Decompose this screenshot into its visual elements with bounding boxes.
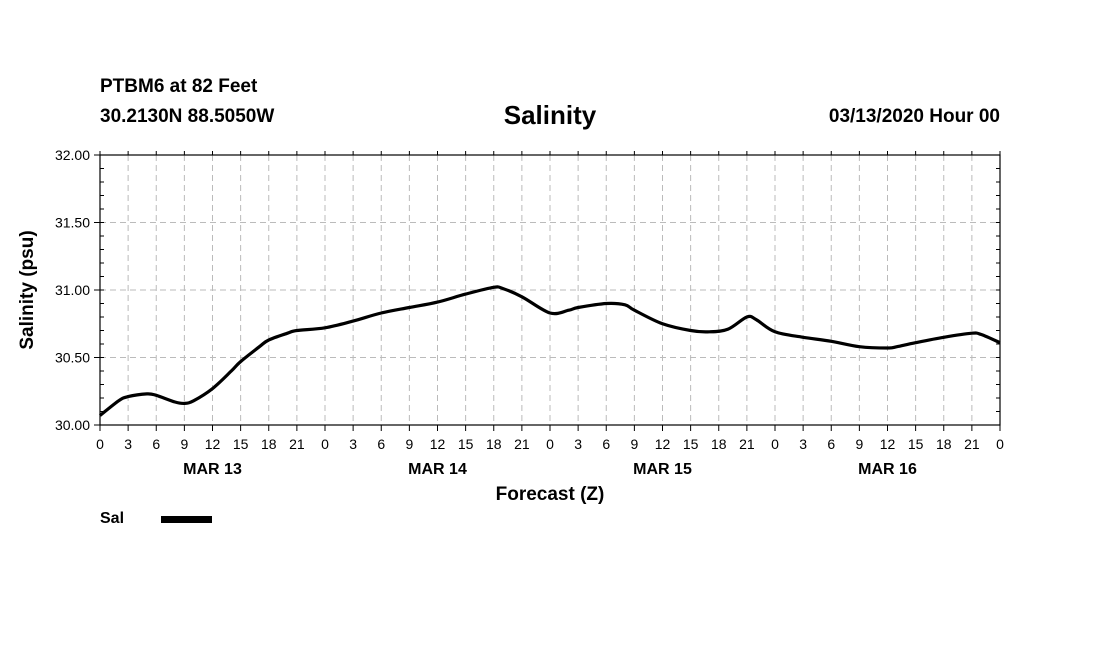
x-tick-label: 3 xyxy=(574,436,582,452)
x-tick-label: 0 xyxy=(546,436,554,452)
x-tick-label: 9 xyxy=(180,436,188,452)
axis-ticks xyxy=(94,151,1000,431)
x-tick-label: 21 xyxy=(514,436,530,452)
grid xyxy=(100,155,1000,425)
x-tick-label: 0 xyxy=(96,436,104,452)
x-tick-label: 15 xyxy=(683,436,699,452)
day-label: MAR 16 xyxy=(858,461,917,478)
x-tick-label: 6 xyxy=(377,436,385,452)
x-tick-label: 12 xyxy=(880,436,896,452)
x-tick-label: 3 xyxy=(799,436,807,452)
x-tick-label: 0 xyxy=(996,436,1004,452)
x-tick-label: 18 xyxy=(711,436,727,452)
x-tick-label: 12 xyxy=(655,436,671,452)
y-tick-label: 30.50 xyxy=(55,350,90,366)
x-tick-label: 3 xyxy=(124,436,132,452)
x-tick-label: 6 xyxy=(602,436,610,452)
axis-labels: 30.00 30.50 31.00 31.50 32.00 0 3 6 9 12 15 18 21 0 3 6… xyxy=(55,147,1004,478)
y-tick-label: 31.50 xyxy=(55,215,90,231)
x-tick-label: 6 xyxy=(152,436,160,452)
x-tick-label: 6 xyxy=(827,436,835,452)
chart-area: 30.00 30.50 31.00 31.50 32.00 0 3 6 9 12 15 18 21 0 3 6… xyxy=(0,0,1100,650)
y-tick-label: 31.00 xyxy=(55,282,90,298)
legend-label: Sal xyxy=(100,510,124,528)
x-tick-label: 18 xyxy=(261,436,277,452)
x-tick-label: 3 xyxy=(349,436,357,452)
x-tick-label: 0 xyxy=(321,436,329,452)
x-tick-label: 15 xyxy=(908,436,924,452)
x-tick-label: 18 xyxy=(486,436,502,452)
legend-swatch xyxy=(161,516,212,523)
y-tick-label: 30.00 xyxy=(55,417,90,433)
day-label: MAR 14 xyxy=(408,461,467,478)
day-label: MAR 15 xyxy=(633,461,692,478)
x-tick-label: 21 xyxy=(964,436,980,452)
x-tick-label: 9 xyxy=(405,436,413,452)
x-tick-label: 9 xyxy=(855,436,863,452)
x-tick-label: 0 xyxy=(771,436,779,452)
x-tick-label: 9 xyxy=(630,436,638,452)
x-tick-label: 15 xyxy=(233,436,249,452)
x-tick-label: 12 xyxy=(430,436,446,452)
x-tick-label: 21 xyxy=(739,436,755,452)
day-label: MAR 13 xyxy=(183,461,242,478)
x-tick-label: 18 xyxy=(936,436,952,452)
y-tick-label: 32.00 xyxy=(55,147,90,163)
x-tick-label: 12 xyxy=(205,436,221,452)
x-tick-label: 21 xyxy=(289,436,305,452)
x-axis-label: Forecast (Z) xyxy=(496,484,605,505)
y-axis-label: Salinity (psu) xyxy=(17,230,38,349)
x-tick-label: 15 xyxy=(458,436,474,452)
